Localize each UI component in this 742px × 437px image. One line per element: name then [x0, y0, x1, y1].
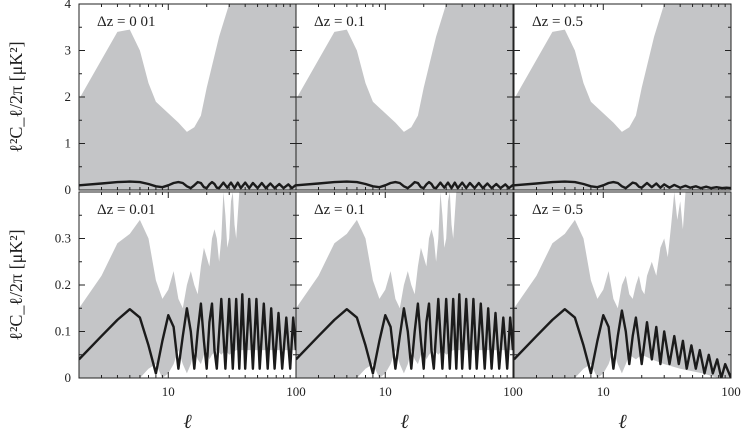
x-axis-label: ℓ [400, 411, 409, 433]
y-axis-label: ℓ²C_ℓ/2π [μK²] [6, 229, 26, 340]
y-tick-label: 0.2 [55, 277, 71, 292]
y-tick-label: 3 [65, 43, 72, 58]
x-tick-label: 10 [379, 384, 392, 399]
y-tick-label: 1 [65, 136, 72, 151]
panel-label-0-0: Δz = 0 01 [97, 14, 156, 30]
variance-band-1-0 [79, 192, 296, 378]
variance-band-0-0 [79, 4, 296, 190]
y-tick-label: 0 [65, 370, 72, 385]
panel-label-1-0: Δz = 0.01 [97, 202, 156, 218]
x-tick-label: 10 [162, 384, 175, 399]
signal-line-1-1 [296, 293, 513, 375]
y-tick-label: 0.3 [55, 231, 71, 246]
variance-band-1-1 [296, 192, 513, 378]
x-tick-label: 10 [597, 384, 610, 399]
y-axis-label: ℓ²C_ℓ/2π [μK²] [6, 41, 26, 152]
y-tick-label: 4 [65, 0, 72, 11]
variance-band-0-1 [296, 4, 513, 190]
x-tick-label: 100 [721, 384, 741, 399]
signal-line-1-2 [514, 308, 731, 378]
variance-band-1-2 [514, 192, 731, 378]
panel-label-1-2: Δz = 0.5 [532, 202, 583, 218]
variance-band-0-2 [514, 4, 731, 190]
x-axis-label: ℓ [183, 411, 192, 433]
y-tick-label: 0 [65, 182, 72, 197]
panel-label-1-1: Δz = 0.1 [314, 202, 365, 218]
x-tick-label: 100 [286, 384, 306, 399]
panel-label-0-2: Δz = 0.5 [532, 14, 583, 30]
x-axis-label: ℓ [618, 411, 627, 433]
y-tick-label: 2 [65, 89, 72, 104]
x-tick-label: 100 [503, 384, 523, 399]
y-tick-label: 0.1 [55, 324, 71, 339]
signal-line-1-0 [79, 293, 296, 375]
panel-label-0-1: Δz = 0.1 [314, 14, 365, 30]
